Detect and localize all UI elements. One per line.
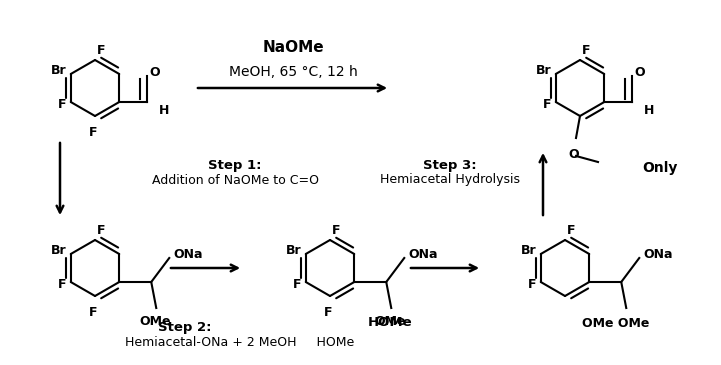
Text: ONa: ONa bbox=[643, 247, 673, 261]
Text: NaOMe: NaOMe bbox=[262, 41, 324, 55]
Text: F: F bbox=[582, 43, 590, 57]
Text: F: F bbox=[324, 306, 332, 319]
Text: H: H bbox=[645, 104, 655, 116]
Text: H: H bbox=[159, 104, 169, 116]
Text: Step 2:: Step 2: bbox=[158, 322, 212, 334]
Text: ONa: ONa bbox=[408, 247, 438, 261]
Text: F: F bbox=[89, 126, 97, 139]
Text: F: F bbox=[543, 97, 552, 111]
Text: Addition of NaOMe to C=O: Addition of NaOMe to C=O bbox=[151, 173, 319, 187]
Text: Hemiacetal-ONa + 2 MeOH     HOMe: Hemiacetal-ONa + 2 MeOH HOMe bbox=[125, 337, 355, 350]
Text: F: F bbox=[528, 277, 536, 291]
Text: Br: Br bbox=[51, 65, 67, 77]
Text: OMe: OMe bbox=[139, 315, 171, 328]
Text: OMe OMe: OMe OMe bbox=[582, 317, 649, 330]
Text: F: F bbox=[567, 223, 575, 237]
Text: MeOH, 65 °C, 12 h: MeOH, 65 °C, 12 h bbox=[229, 65, 358, 79]
Text: F: F bbox=[58, 277, 67, 291]
Text: O: O bbox=[634, 65, 645, 78]
Text: Hemiacetal Hydrolysis: Hemiacetal Hydrolysis bbox=[380, 173, 520, 187]
Text: HOMe: HOMe bbox=[368, 316, 412, 329]
Text: F: F bbox=[97, 223, 105, 237]
Text: ONa: ONa bbox=[173, 247, 203, 261]
Text: Br: Br bbox=[536, 65, 552, 77]
Text: F: F bbox=[58, 97, 67, 111]
Text: F: F bbox=[293, 277, 302, 291]
Text: O: O bbox=[149, 65, 160, 78]
Text: O: O bbox=[569, 148, 579, 161]
Text: Br: Br bbox=[286, 245, 302, 257]
Text: Step 1:: Step 1: bbox=[208, 158, 262, 172]
Text: Br: Br bbox=[51, 245, 67, 257]
Text: OMe: OMe bbox=[374, 315, 406, 328]
Text: Step 3:: Step 3: bbox=[423, 158, 477, 172]
Text: F: F bbox=[332, 223, 340, 237]
Text: F: F bbox=[97, 43, 105, 57]
Text: Only: Only bbox=[642, 161, 678, 175]
Text: Br: Br bbox=[521, 245, 536, 257]
Text: F: F bbox=[89, 306, 97, 319]
